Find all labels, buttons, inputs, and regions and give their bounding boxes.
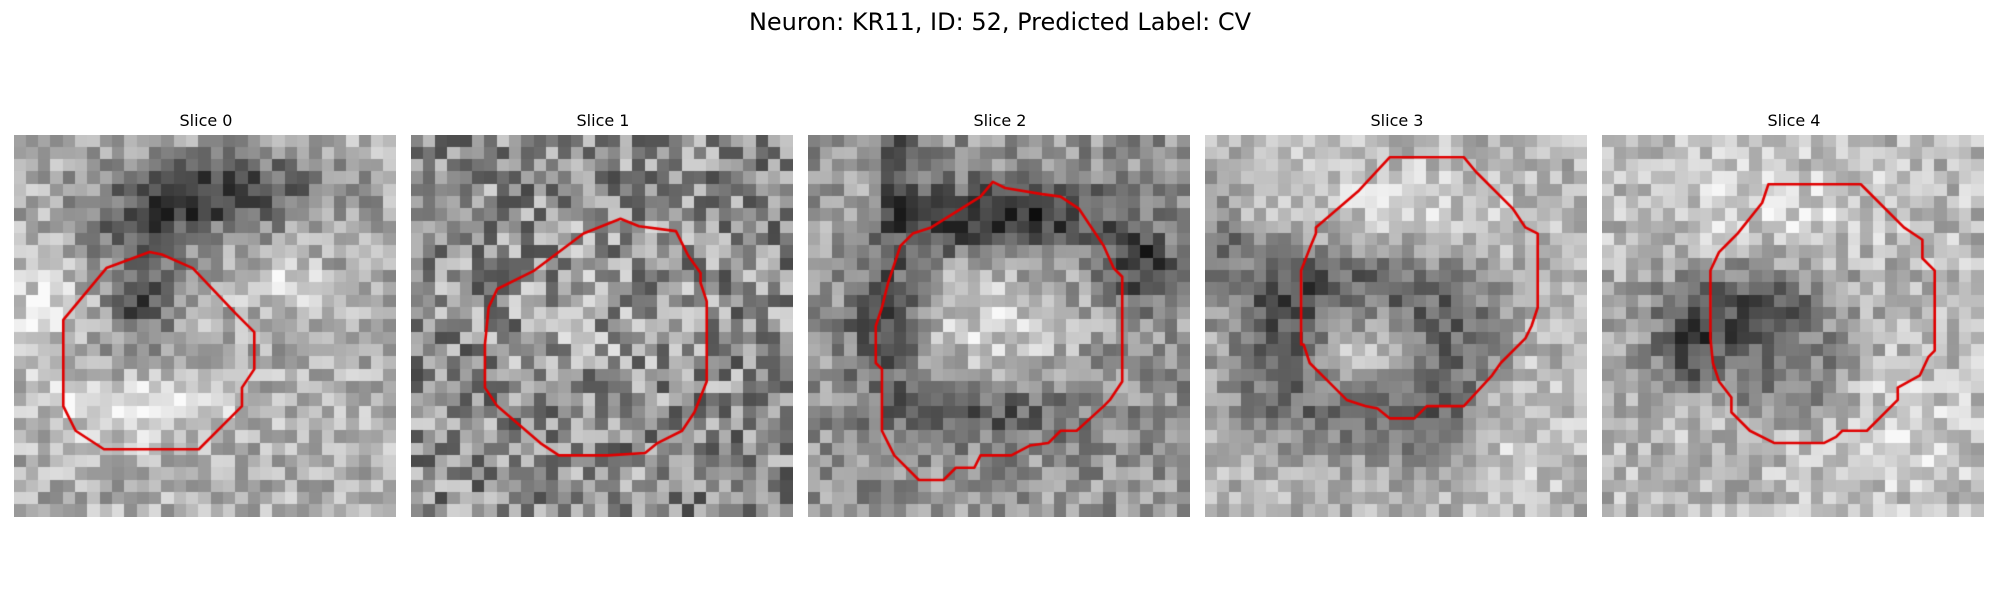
panel-title: Slice 2 [973, 111, 1027, 130]
panel-slice-1: Slice 1 [411, 109, 795, 517]
panel-title: Slice 3 [1370, 111, 1424, 130]
panel-title: Slice 4 [1767, 111, 1821, 130]
panel-slice-4: Slice 4 [1602, 109, 1986, 517]
figure-title: Neuron: KR11, ID: 52, Predicted Label: C… [748, 8, 1252, 36]
microscopy-image [1205, 135, 1587, 517]
panel-slice-2: Slice 2 [808, 109, 1192, 517]
microscopy-image [808, 135, 1190, 517]
panel-slice-3: Slice 3 [1205, 109, 1589, 517]
microscopy-image [14, 135, 396, 517]
panel-title: Slice 0 [179, 111, 233, 130]
microscopy-image [411, 135, 793, 517]
microscopy-image [1602, 135, 1984, 517]
panel-title: Slice 1 [576, 111, 630, 130]
panel-slice-0: Slice 0 [14, 109, 398, 517]
